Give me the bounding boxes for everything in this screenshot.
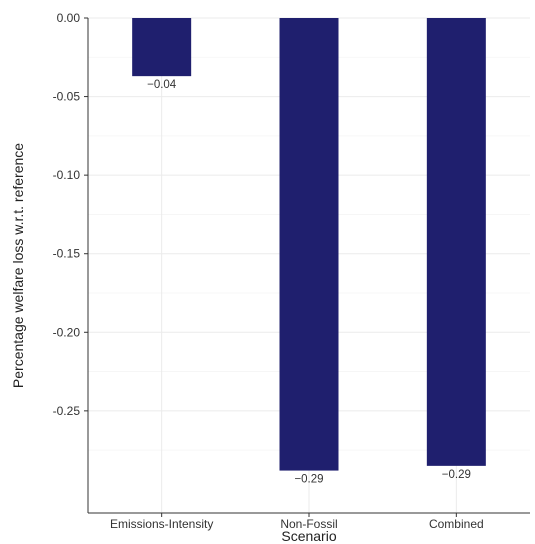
- bars-layer: [132, 18, 486, 471]
- bar-1: [279, 18, 339, 471]
- y-tick-label: -0.15: [53, 247, 81, 261]
- x-tick-label: Non-Fossil: [280, 517, 337, 531]
- data-label-2: −0.29: [442, 469, 471, 481]
- y-tick-label: -0.20: [53, 325, 81, 339]
- bar-2: [426, 18, 486, 466]
- y-tick-label: -0.25: [53, 404, 81, 418]
- y-axis-title: Percentage welfare loss w.r.t. reference: [10, 143, 26, 388]
- axes-layer: [87, 18, 530, 514]
- x-tick-label: Emissions-Intensity: [110, 517, 213, 531]
- y-tick-label: -0.05: [53, 90, 81, 104]
- bar-0: [132, 18, 192, 77]
- data-label-1: −0.29: [294, 474, 323, 486]
- x-axis-title: Scenario: [281, 528, 336, 544]
- data-label-0: −0.04: [147, 79, 177, 91]
- y-tick-label: -0.10: [53, 168, 81, 182]
- labels-layer: −0.04 −0.29 −0.29 0.00 -0.05 -0.10 -0.15 -0.20 -…: [53, 11, 484, 531]
- y-tick-label: 0.00: [57, 11, 81, 25]
- x-tick-label: Combined: [429, 517, 484, 531]
